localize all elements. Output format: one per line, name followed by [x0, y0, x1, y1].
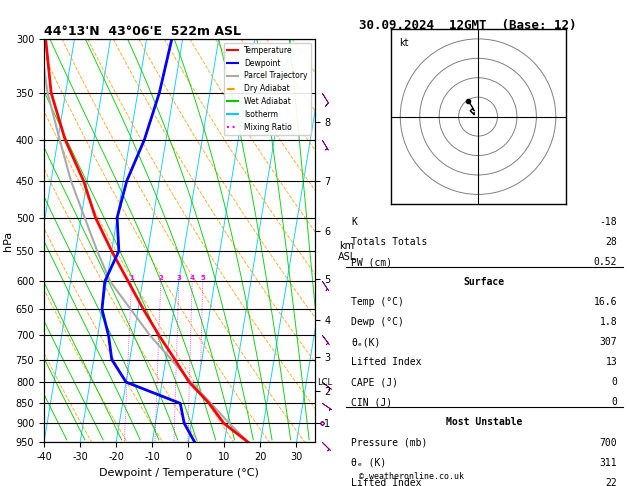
Text: 22: 22	[606, 478, 617, 486]
Text: kt: kt	[399, 38, 409, 48]
Text: Lifted Index: Lifted Index	[352, 357, 422, 367]
Text: 1.8: 1.8	[599, 317, 617, 327]
Text: 13: 13	[606, 357, 617, 367]
Text: θₑ (K): θₑ (K)	[352, 457, 387, 468]
Text: CIN (J): CIN (J)	[352, 398, 392, 407]
Text: 311: 311	[599, 457, 617, 468]
X-axis label: Dewpoint / Temperature (°C): Dewpoint / Temperature (°C)	[99, 468, 259, 478]
Text: Pressure (mb): Pressure (mb)	[352, 437, 428, 448]
Text: 1: 1	[129, 276, 134, 281]
Text: 0: 0	[611, 377, 617, 387]
Text: Temp (°C): Temp (°C)	[352, 297, 404, 307]
Text: PW (cm): PW (cm)	[352, 257, 392, 267]
Text: Dewp (°C): Dewp (°C)	[352, 317, 404, 327]
Y-axis label: km
ASL: km ASL	[338, 241, 356, 262]
Text: -18: -18	[599, 217, 617, 227]
Text: θₑ(K): θₑ(K)	[352, 337, 381, 347]
Text: 44°13'N  43°06'E  522m ASL: 44°13'N 43°06'E 522m ASL	[44, 25, 241, 38]
Text: CAPE (J): CAPE (J)	[352, 377, 399, 387]
Text: © weatheronline.co.uk: © weatheronline.co.uk	[359, 472, 464, 481]
Text: 16.6: 16.6	[594, 297, 617, 307]
Text: 30.09.2024  12GMT  (Base: 12): 30.09.2024 12GMT (Base: 12)	[359, 19, 576, 33]
Text: Lifted Index: Lifted Index	[352, 478, 422, 486]
Text: Totals Totals: Totals Totals	[352, 237, 428, 247]
Text: 28: 28	[606, 237, 617, 247]
Text: 2: 2	[159, 276, 164, 281]
Text: 700: 700	[599, 437, 617, 448]
Text: LCL: LCL	[317, 378, 332, 387]
Text: 3: 3	[177, 276, 181, 281]
Y-axis label: hPa: hPa	[3, 230, 13, 251]
Text: 5: 5	[201, 276, 205, 281]
Text: Most Unstable: Most Unstable	[446, 417, 523, 428]
Text: 4: 4	[190, 276, 195, 281]
Text: 307: 307	[599, 337, 617, 347]
Text: Surface: Surface	[464, 277, 505, 287]
Legend: Temperature, Dewpoint, Parcel Trajectory, Dry Adiabat, Wet Adiabat, Isotherm, Mi: Temperature, Dewpoint, Parcel Trajectory…	[223, 43, 311, 135]
Text: 0: 0	[611, 398, 617, 407]
Text: K: K	[352, 217, 357, 227]
Text: 0.52: 0.52	[594, 257, 617, 267]
